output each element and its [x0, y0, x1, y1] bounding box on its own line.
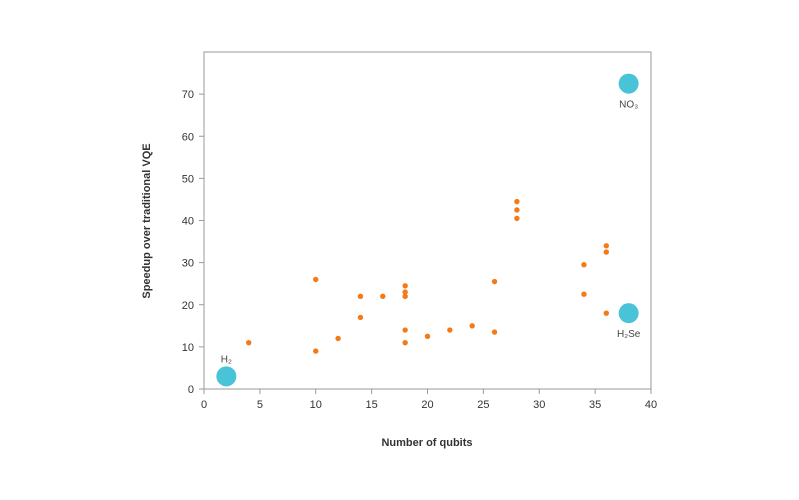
y-axis-ticks: 0 10 20 30 40 50 60 70 — [182, 89, 204, 396]
data-point — [514, 215, 520, 222]
y-tick-label: 30 — [182, 258, 194, 270]
data-point — [581, 262, 587, 268]
data-point — [402, 327, 408, 333]
x-tick-label: 10 — [310, 399, 322, 411]
data-point — [424, 333, 431, 340]
x-tick-label: 25 — [477, 399, 489, 411]
point-label: H₂ — [221, 354, 232, 365]
y-tick-label: 60 — [182, 131, 194, 143]
y-tick-label: 70 — [182, 89, 194, 101]
x-tick-label: 0 — [201, 399, 207, 411]
data-point — [514, 198, 520, 205]
data-point — [402, 289, 408, 295]
data-point — [603, 249, 609, 255]
y-tick-label: 40 — [182, 216, 194, 228]
x-tick-label: 35 — [589, 399, 601, 411]
data-point — [469, 323, 475, 329]
x-axis-ticks: 0 5 10 15 20 25 30 35 40 — [201, 389, 657, 411]
data-point — [357, 314, 364, 321]
highlight-point — [618, 303, 639, 324]
point-labels: H₂ NO₃ H₂Se — [221, 100, 641, 366]
y-tick-label: 10 — [182, 342, 194, 354]
y-axis-title: Speedup over traditional VQE — [141, 143, 153, 298]
data-point — [357, 293, 364, 300]
data-point — [447, 327, 453, 333]
x-tick-label: 20 — [421, 399, 433, 411]
x-tick-label: 30 — [533, 399, 545, 411]
x-tick-label: 15 — [366, 399, 378, 411]
point-label: NO₃ — [619, 100, 638, 111]
y-tick-label: 0 — [188, 384, 194, 396]
y-tick-label: 20 — [182, 300, 194, 312]
highlight-point — [216, 366, 237, 387]
data-point — [313, 348, 319, 354]
data-point — [402, 283, 408, 289]
data-point — [313, 276, 319, 283]
data-points — [216, 73, 639, 387]
data-point — [246, 339, 252, 346]
data-point — [514, 207, 520, 213]
data-point — [335, 335, 341, 342]
point-label: H₂Se — [617, 329, 641, 340]
y-tick-label: 50 — [182, 173, 194, 185]
data-point — [603, 243, 609, 249]
data-point — [402, 339, 408, 346]
data-point — [402, 293, 408, 300]
highlight-point — [618, 73, 639, 94]
x-axis-title: Number of qubits — [381, 437, 472, 449]
data-point — [603, 310, 609, 316]
data-point — [491, 278, 498, 285]
x-tick-label: 40 — [645, 399, 657, 411]
data-point — [581, 291, 587, 297]
x-tick-label: 5 — [257, 399, 263, 411]
data-point — [491, 329, 498, 335]
data-point — [380, 293, 386, 300]
